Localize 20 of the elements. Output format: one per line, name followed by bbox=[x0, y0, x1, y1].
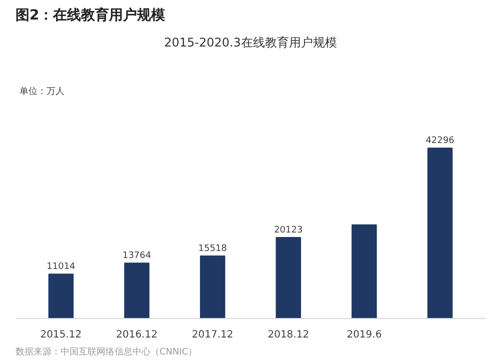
x-tick-label: 2018.12 bbox=[268, 330, 310, 340]
bar bbox=[200, 256, 226, 318]
chart-title: 图2：在线教育用户规模 bbox=[16, 6, 166, 24]
bar bbox=[352, 224, 377, 318]
text: 单位：万人 bbox=[19, 86, 64, 98]
data-label: 20123 bbox=[274, 225, 303, 236]
bar bbox=[427, 148, 453, 318]
source-note: 数据来源：中国互联网络信息中心（CNNIC） bbox=[16, 346, 198, 358]
data-label: 11014 bbox=[46, 262, 76, 272]
bar bbox=[124, 262, 150, 318]
data-label: 15518 bbox=[198, 244, 228, 254]
chart-subtitle: 2015-2020.3在线教育用户规模 bbox=[164, 36, 337, 50]
bar bbox=[48, 274, 74, 318]
bar bbox=[276, 236, 302, 318]
x-tick-label: 2017.12 bbox=[192, 330, 234, 340]
x-tick-label: 2016.12 bbox=[116, 330, 158, 340]
x-tick-label: 2019.6 bbox=[346, 330, 382, 340]
data-label: 13764 bbox=[122, 251, 152, 262]
data-label: 42296 bbox=[426, 136, 455, 146]
x-tick-label: 2015.12 bbox=[40, 330, 82, 340]
